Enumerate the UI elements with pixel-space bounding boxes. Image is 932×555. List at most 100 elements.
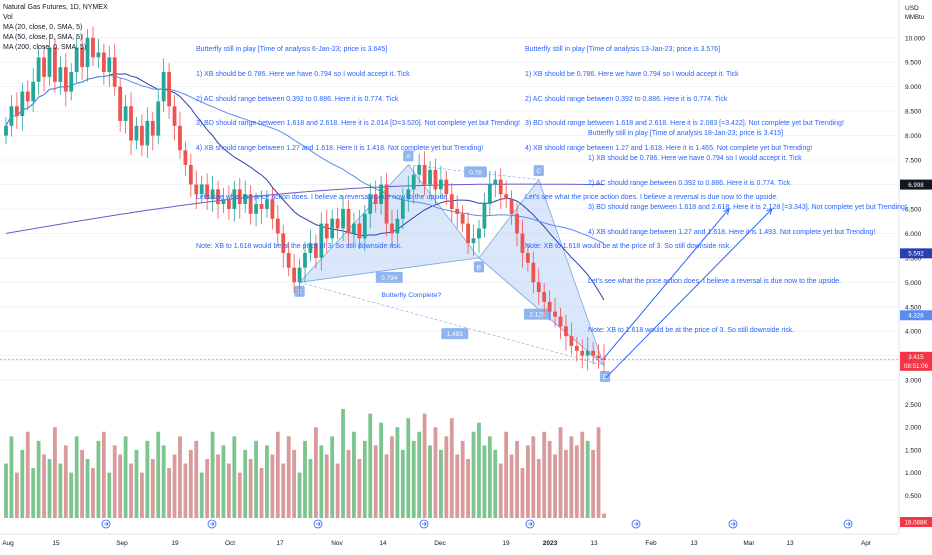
candle [487,170,492,215]
volume-bar [63,445,68,518]
candle [199,175,204,204]
candle-body [31,81,36,102]
candle-body [145,120,150,146]
candle-body [542,292,547,302]
candle [390,209,394,249]
candle-body [9,106,14,126]
candle [341,195,345,242]
candle-body [4,125,8,136]
candle [542,283,547,317]
candle-body [112,57,117,87]
price-tick-label: 6.000 [905,231,922,238]
candle-body [259,204,264,209]
candle [42,46,46,92]
pattern-point-a: A [406,153,411,160]
legend-vol[interactable]: Vol [3,14,13,21]
price-tick-label: 3.000 [905,378,922,385]
candle [308,229,313,262]
candle [515,202,519,247]
volume-bar [248,459,253,518]
candle [150,112,155,151]
candle [167,63,171,119]
note-line: Butterfly still in play [Time of analysi… [196,46,388,54]
pattern-point-d: D [603,374,608,381]
candle-body [96,52,101,58]
note-line: Let's see what the price action does. I … [196,194,450,202]
analysis-note-3[interactable]: Butterfly still in play [Time of analysi… [588,114,907,352]
candle-body [232,189,237,209]
candle-body [216,189,220,205]
event-marker-icon [525,519,535,529]
candle [428,161,432,198]
legend-ma50[interactable]: MA (50, close, 0, SMA, 5) [3,34,83,41]
volume-bar [591,449,596,518]
candle-body [596,355,601,359]
volume-bar [330,436,335,518]
note-line: Let's see what the price action does. I … [588,278,842,286]
candle-body [591,350,596,356]
event-marker-arrow [422,521,427,527]
volume-bar [270,454,275,518]
candle-body [531,262,536,283]
analysis-note-2[interactable]: Butterfly still in play [Time of analysi… [525,30,844,268]
badge-last-volume-bg [900,517,932,527]
candle [335,207,340,240]
candle [248,185,253,225]
candle-body [411,174,416,190]
candle-body [449,194,454,209]
volume-bar [178,436,182,518]
candle-body [433,169,438,190]
candle [482,192,487,238]
candle-body [444,179,449,195]
volume-bar [140,472,144,518]
volume-bar [395,427,400,518]
candle [498,168,503,209]
candle [297,258,302,296]
volume-bars [4,409,606,518]
event-marker-arrow [731,521,736,527]
volume-bar [471,431,476,518]
price-tick-label: 5.000 [905,280,922,287]
legend-ma20[interactable]: MA (20, close, 0, SMA, 5) [3,24,83,31]
volume-bar [216,454,220,518]
candle-body [417,164,422,175]
badge-last-price: 3.415 [908,354,924,361]
candle-body [226,199,231,209]
candle-body [580,350,585,356]
candle [346,200,351,249]
candle [237,178,242,219]
projection-arrows[interactable] [603,208,773,379]
candle [433,158,438,205]
candle [14,92,19,129]
legend-ma200[interactable]: MA (200, close, 0, SMA, 5) [3,44,87,51]
candle [422,151,427,196]
pattern-point-d-bg [599,370,611,382]
candle-body [101,52,106,73]
candle [232,180,237,222]
note-line: 1) XB should be 0.786. Here we have 0.79… [588,155,802,163]
candle-body [183,150,188,165]
volume-bar [275,431,280,518]
analysis-note-1[interactable]: Butterfly still in play [Time of analysi… [196,30,520,268]
candle-body [313,243,318,258]
candle-body [324,223,329,239]
volume-bar [346,449,351,518]
candle [564,315,568,351]
candle [319,212,324,271]
candle [80,33,85,80]
note-line [196,169,520,177]
volume-bar [69,472,74,518]
candle [536,268,541,305]
event-marker-icon [728,519,738,529]
candlesticks [4,26,606,373]
volume-tick-label: 1.000 [905,470,922,477]
time-tick-label: Oct [225,540,235,547]
candle-body [140,125,144,146]
candle [580,339,585,369]
legend-title[interactable]: Natural Gas Futures, 1D, NYMEX [3,4,108,11]
candle [96,38,101,69]
candle-body [178,125,182,151]
volume-bar [439,449,443,518]
